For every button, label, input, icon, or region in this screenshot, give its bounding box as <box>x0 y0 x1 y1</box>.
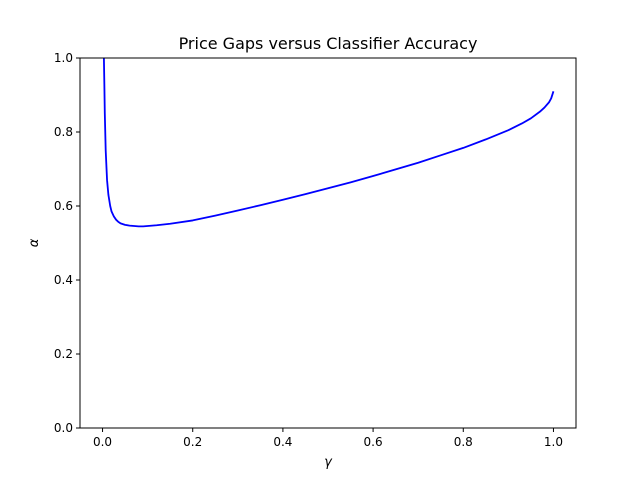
x-tick-label: 0.2 <box>183 435 202 449</box>
y-tick-label: 1.0 <box>54 51 73 65</box>
plot-area <box>103 57 555 228</box>
y-tick-label: 0.4 <box>54 273 73 287</box>
axes-frame <box>79 57 577 429</box>
series-line <box>103 57 555 228</box>
chart-title: Price Gaps versus Classifier Accuracy <box>179 34 478 53</box>
y-tick-label: 0.2 <box>54 347 73 361</box>
x-tick-label: 0.4 <box>273 435 292 449</box>
y-tick-label: 0.0 <box>54 421 73 435</box>
y-axis-ticks: 0.0 0.2 0.4 0.6 0.8 1.0 <box>54 51 80 435</box>
y-tick-label: 0.6 <box>54 199 73 213</box>
y-tick-label: 0.8 <box>54 125 73 139</box>
x-tick-label: 0.6 <box>364 435 383 449</box>
x-axis-label: γ <box>324 455 333 470</box>
x-axis-ticks: 0.0 0.2 0.4 0.6 0.8 1.0 <box>93 428 563 449</box>
x-tick-label: 0.0 <box>93 435 112 449</box>
x-tick-label: 0.8 <box>454 435 473 449</box>
y-axis-label: α <box>27 238 42 247</box>
x-tick-label: 1.0 <box>544 435 563 449</box>
